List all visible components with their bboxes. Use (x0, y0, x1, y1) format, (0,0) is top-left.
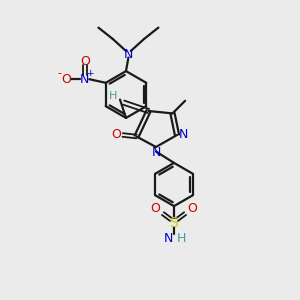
Text: O: O (61, 73, 71, 86)
Text: N: N (124, 48, 133, 61)
Text: +: + (86, 69, 94, 78)
Text: N: N (152, 146, 161, 159)
Text: -: - (58, 68, 62, 78)
Text: H: H (177, 232, 186, 245)
Text: N: N (164, 232, 173, 245)
Text: O: O (111, 128, 121, 142)
Text: O: O (80, 55, 90, 68)
Text: N: N (80, 73, 89, 86)
Text: O: O (151, 202, 160, 215)
Text: H: H (109, 91, 118, 101)
Text: S: S (169, 216, 178, 230)
Text: O: O (188, 202, 197, 215)
Text: N: N (179, 128, 188, 142)
